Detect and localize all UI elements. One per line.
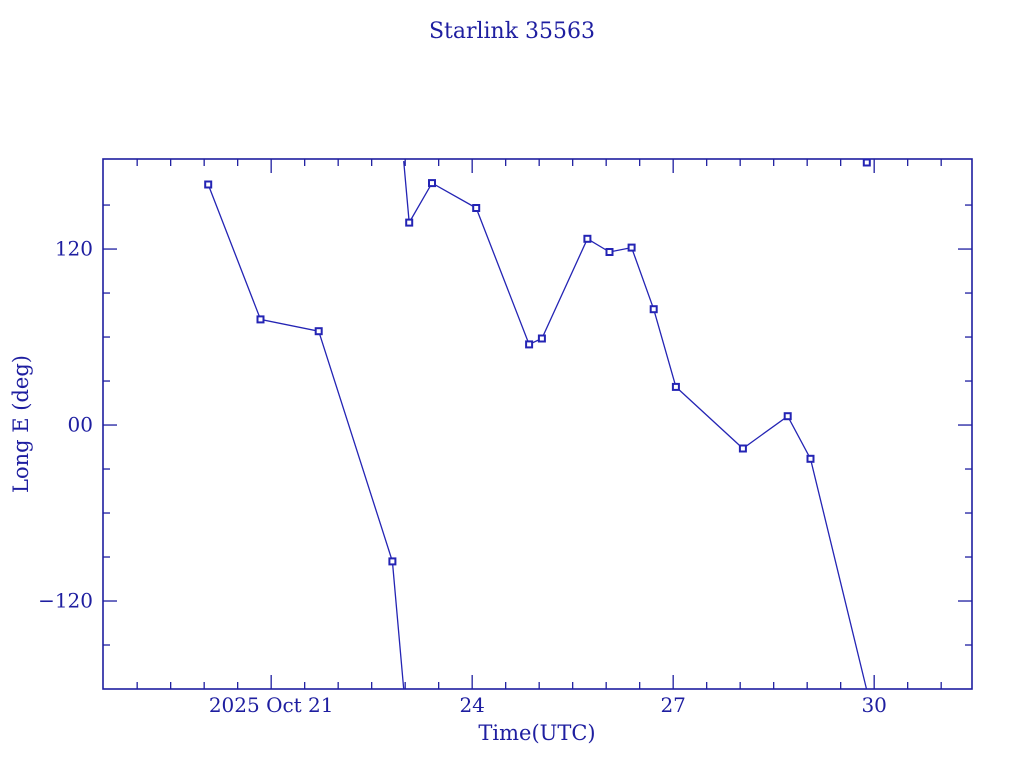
data-line-segment <box>207 184 405 690</box>
data-point-marker <box>204 180 213 189</box>
data-point-marker <box>388 557 397 566</box>
x-tick-label: 24 <box>459 693 484 717</box>
axis-tick-labels: 2025 Oct 21 24 27 30 120 00 −120 <box>38 237 887 717</box>
chart-title: Starlink 35563 <box>429 19 595 44</box>
data-point-marker <box>649 305 658 314</box>
y-tick-label: −120 <box>38 589 93 613</box>
data-point-marker <box>671 382 680 391</box>
x-tick-label: 2025 Oct 21 <box>209 693 334 717</box>
data-point-marker <box>405 218 414 227</box>
data-point-marker <box>862 158 871 167</box>
axis-ticks <box>103 159 972 689</box>
data-point-marker <box>314 327 323 336</box>
data-point-marker <box>537 334 546 343</box>
data-point-marker <box>256 315 265 324</box>
data-point-marker <box>472 204 481 212</box>
data-point-marker <box>583 234 592 243</box>
data-point-marker <box>428 179 436 188</box>
data-point-marker <box>525 340 534 349</box>
data-point-markers <box>204 158 871 566</box>
data-point-marker <box>783 412 792 421</box>
x-tick-label: 30 <box>861 693 886 717</box>
plot-layers: 2025 Oct 21 24 27 30 120 00 −120 <box>38 158 973 717</box>
data-point-marker <box>627 243 636 252</box>
y-tick-label: 120 <box>55 237 93 261</box>
x-axis-label: Time(UTC) <box>478 721 595 745</box>
y-tick-label: 00 <box>68 413 93 437</box>
plot-frame <box>102 158 973 690</box>
data-point-marker <box>605 248 614 256</box>
x-tick-label: 27 <box>660 693 685 717</box>
data-line-segment <box>403 161 868 690</box>
data-point-marker <box>738 444 747 453</box>
data-point-marker <box>806 454 815 463</box>
y-axis-label: Long E (deg) <box>9 355 33 493</box>
